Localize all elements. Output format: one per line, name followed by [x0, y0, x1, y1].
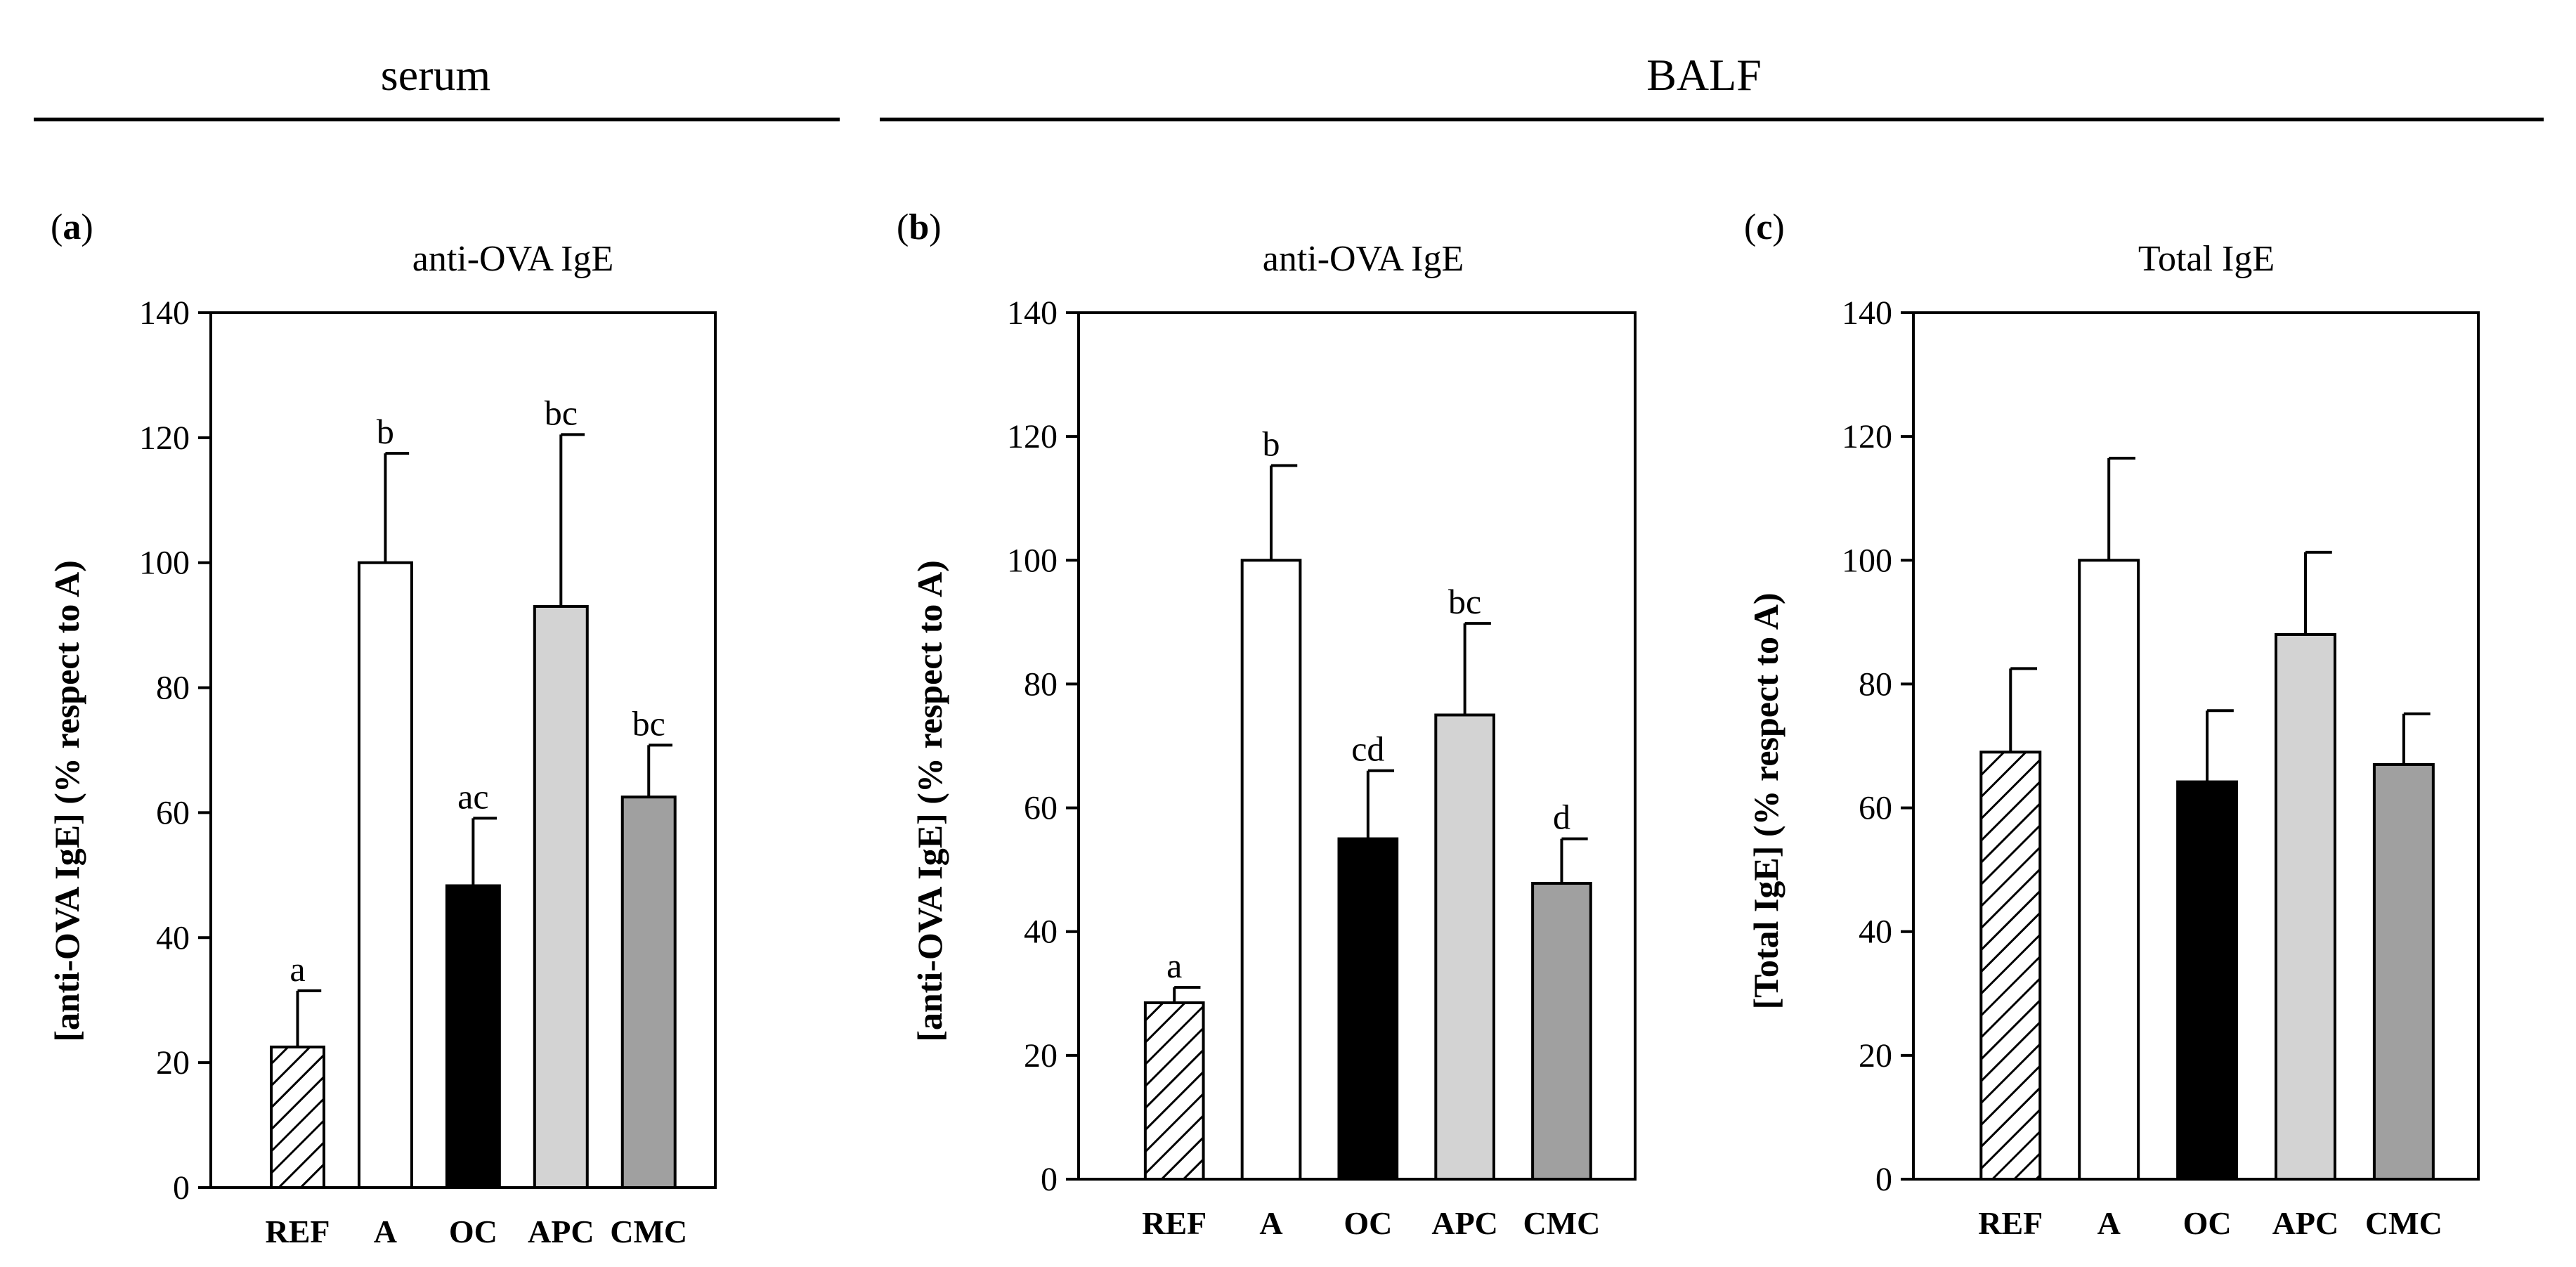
y-tick-label: 80 [1859, 665, 1892, 703]
y-tick-label: 100 [139, 545, 190, 582]
chart-panel-c: (c) Total IgE [Total IgE] (% respect to … [1744, 207, 2480, 1241]
y-axis-label: [anti-OVA IgE] (% respect to A) [910, 560, 949, 1042]
y-tick-label: 0 [173, 1169, 190, 1207]
significance-label: a [1166, 946, 1182, 985]
chart-title: anti-OVA IgE [1263, 239, 1464, 279]
y-tick-label: 60 [1859, 790, 1892, 827]
panel-letter-text: b [909, 207, 929, 247]
y-tick-label: 60 [156, 794, 190, 831]
significance-label: b [377, 412, 394, 451]
y-tick-label: 100 [1007, 542, 1058, 579]
bar-ref [270, 1045, 325, 1190]
significance-label: b [1263, 424, 1280, 464]
y-tick-label: 100 [1842, 542, 1892, 579]
x-tick-label: REF [265, 1214, 330, 1249]
section-title-serum: serum [381, 50, 490, 100]
chart-title: Total IgE [2138, 239, 2275, 279]
bar-cmc [620, 795, 677, 1189]
y-tick-label: 40 [1859, 914, 1892, 951]
panel-letter: (b) [897, 207, 942, 247]
bar-ref [1979, 751, 2042, 1181]
bar-apc [533, 604, 589, 1189]
panel-letter: (a) [51, 207, 93, 247]
axes: 0 20 40 60 80 100 120 140 [139, 294, 717, 1207]
bar-a [357, 561, 413, 1189]
x-tick-label: CMC [610, 1214, 687, 1249]
y-tick-label: 20 [1024, 1037, 1058, 1074]
significance-label: cd [1351, 729, 1384, 769]
x-tick-label: A [374, 1214, 397, 1249]
chart-title: anti-OVA IgE [412, 239, 613, 279]
y-axis-label: [Total IgE] (% respect to A) [1746, 593, 1785, 1010]
x-tick-label: REF [1142, 1205, 1206, 1241]
x-tick-label: OC [449, 1214, 497, 1249]
section-title-balf: BALF [1646, 50, 1762, 100]
bars: a REF b Aac OC bc APC bc CMC [265, 393, 687, 1249]
chart-panel-b: (b) anti-OVA IgE [anti-OVA IgE] (% respe… [897, 207, 1637, 1241]
y-tick-label: 80 [156, 670, 190, 707]
bars: a REF b Acd OC bc APC d CMC [1142, 424, 1600, 1241]
bar-ref [1143, 1001, 1205, 1181]
panel-letter-text: a [63, 207, 81, 247]
x-tick-label: OC [2183, 1205, 2232, 1241]
y-tick-label: 140 [1007, 294, 1058, 332]
significance-label: bc [545, 393, 578, 432]
y-tick-label: 80 [1024, 665, 1058, 703]
bar-oc [1337, 837, 1399, 1181]
significance-label: bc [632, 703, 665, 743]
bar-oc [2176, 780, 2239, 1181]
y-tick-label: 60 [1024, 790, 1058, 827]
bars: REF A OC APC CMC [1978, 456, 2442, 1241]
y-tick-label: 140 [139, 294, 190, 332]
x-tick-label: APC [2272, 1205, 2339, 1241]
y-tick-label: 0 [1041, 1161, 1058, 1198]
chart-panel-a: (a) anti-OVA IgE [anti-OVA IgE] (% respe… [47, 207, 717, 1249]
x-tick-label: A [1259, 1205, 1282, 1241]
x-tick-label: OC [1344, 1205, 1392, 1241]
x-tick-label: APC [528, 1214, 594, 1249]
y-tick-label: 120 [139, 420, 190, 457]
significance-label: ac [457, 777, 488, 816]
significance-label: bc [1448, 582, 1481, 621]
bar-apc [1434, 713, 1495, 1181]
bar-a [1240, 559, 1302, 1181]
y-tick-label: 20 [156, 1044, 190, 1081]
y-tick-label: 120 [1842, 418, 1892, 455]
y-tick-label: 40 [156, 919, 190, 956]
bar-a [2078, 559, 2140, 1181]
x-tick-label: APC [1431, 1205, 1498, 1241]
y-tick-label: 140 [1842, 294, 1892, 332]
x-tick-label: CMC [2365, 1205, 2442, 1241]
bar-apc [2275, 632, 2336, 1181]
panel-letter: (c) [1744, 207, 1785, 247]
y-axis-label: [anti-OVA IgE] (% respect to A) [47, 560, 86, 1042]
y-tick-label: 0 [1875, 1161, 1892, 1198]
significance-label: a [290, 949, 305, 989]
x-tick-label: CMC [1523, 1205, 1601, 1241]
section-header-balf: BALF [880, 50, 2544, 122]
panel-letter-text: c [1756, 207, 1772, 247]
bar-oc [445, 884, 501, 1189]
y-tick-label: 20 [1859, 1037, 1892, 1074]
bar-cmc [1531, 882, 1592, 1181]
y-tick-label: 40 [1024, 914, 1058, 951]
bar-cmc [2372, 762, 2435, 1181]
significance-label: d [1553, 798, 1570, 837]
x-tick-label: A [2097, 1205, 2121, 1241]
y-tick-label: 120 [1007, 418, 1058, 455]
section-header-serum: serum [34, 50, 840, 122]
x-tick-label: REF [1978, 1205, 2043, 1241]
